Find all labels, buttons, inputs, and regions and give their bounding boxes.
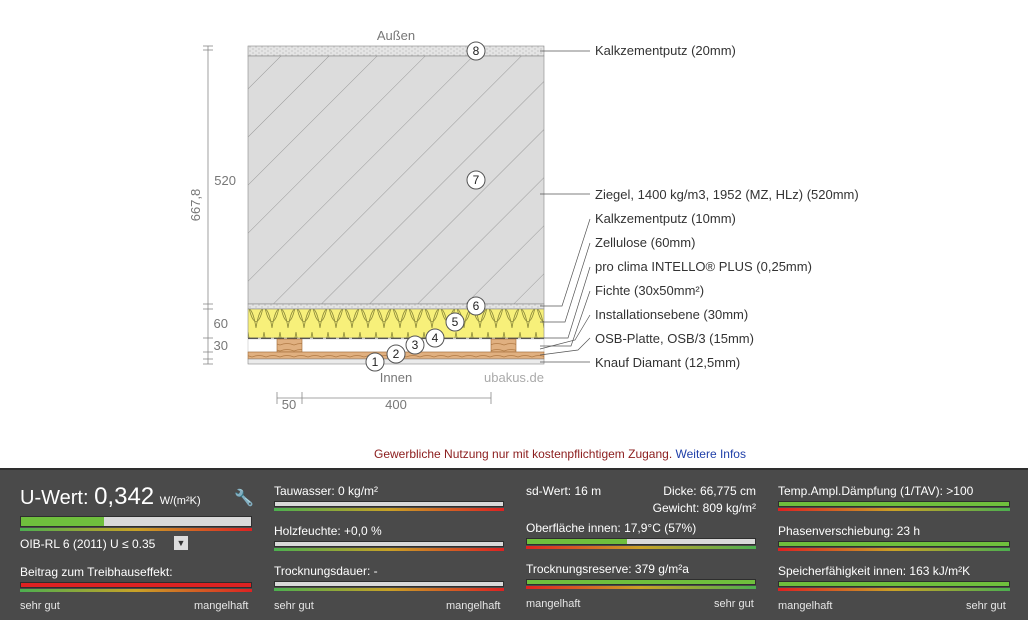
watermark: ubakus.de bbox=[484, 370, 544, 385]
scale-right-label: sehr gut bbox=[966, 600, 1006, 612]
uwert-bar bbox=[20, 516, 252, 527]
wrench-icon[interactable]: 🔧 bbox=[234, 490, 254, 507]
marker-2: 2 bbox=[393, 347, 400, 361]
vertical-dimension-lines bbox=[203, 45, 213, 365]
marker-1: 1 bbox=[372, 355, 379, 369]
wall-section-svg: 8 7 6 5 4 3 2 1 Außen Innen ubakus.de 52… bbox=[188, 28, 859, 412]
scale-right-label: mangelhaft bbox=[194, 600, 249, 612]
leader-lines bbox=[539, 50, 591, 363]
marker-3: 3 bbox=[412, 338, 419, 352]
speicher-bar bbox=[778, 581, 1010, 587]
trocknungsreserve-scale bbox=[526, 586, 756, 589]
dim-total: 667,8 bbox=[188, 189, 203, 222]
layer-number-markers bbox=[365, 41, 486, 372]
scale-left-label: sehr gut bbox=[20, 600, 60, 612]
commercial-use-notice: Gewerbliche Nutzung nur mit kostenpflich… bbox=[0, 447, 1028, 461]
thermal-column: Temp.Ampl.Dämpfung (1/TAV): >100 Phasenv… bbox=[776, 470, 1012, 620]
inside-label: Innen bbox=[380, 370, 413, 385]
trocknungsdauer: Trocknungsdauer: - bbox=[274, 564, 378, 578]
dim-60: 60 bbox=[214, 316, 228, 331]
uwert-bar-fill bbox=[21, 517, 104, 526]
wall-diagram: 8 7 6 5 4 3 2 1 Außen Innen ubakus.de 52… bbox=[188, 28, 859, 412]
marker-7: 7 bbox=[473, 173, 480, 187]
layer-7-brick bbox=[247, 55, 545, 305]
layer-label-8: Kalkzementputz (20mm) bbox=[595, 43, 736, 58]
marker-4: 4 bbox=[432, 331, 439, 345]
gewicht: Gewicht: 809 kg/m² bbox=[652, 501, 756, 515]
speicher-scale bbox=[778, 588, 1010, 591]
layer-label-plaster: Kalkzementputz (10mm) bbox=[595, 211, 736, 226]
trocknungsreserve-bar bbox=[526, 579, 756, 585]
treibhaus-label: Beitrag zum Treibhauseffekt: bbox=[20, 565, 173, 579]
dim-520: 520 bbox=[214, 173, 236, 188]
horizontal-dimension-lines bbox=[276, 392, 492, 404]
trocknungsdauer-scale bbox=[274, 588, 504, 591]
results-panel: U-Wert: 0,342 W/(m²K) 🔧 OIB-RL 6 (2011) … bbox=[0, 468, 1028, 620]
oberflaeche-bar bbox=[526, 538, 756, 545]
notice-text: Gewerbliche Nutzung nur mit kostenpflich… bbox=[374, 447, 673, 461]
scale-left-label: sehr gut bbox=[274, 600, 314, 612]
layer-label-2: OSB-Platte, OSB/3 (15mm) bbox=[595, 331, 754, 346]
speicherfaehigkeit: Speicherfähigkeit innen: 163 kJ/m²K bbox=[778, 564, 971, 578]
marker-8: 8 bbox=[473, 44, 480, 58]
tauwasser-bar bbox=[274, 501, 504, 507]
dim-50: 50 bbox=[282, 397, 296, 412]
holzfeuchte-bar bbox=[274, 541, 504, 547]
holzfeuchte-scale bbox=[274, 548, 504, 551]
scale-left-label: mangelhaft bbox=[526, 598, 581, 610]
uwert-display: U-Wert: 0,342 W/(m²K) bbox=[20, 483, 201, 511]
layer-4-batten bbox=[276, 338, 303, 353]
layer-label-4: Fichte (30x50mm²) bbox=[595, 283, 704, 298]
dropdown-arrow-icon[interactable]: ▼ bbox=[174, 536, 188, 550]
layer-label-1: Knauf Diamant (12,5mm) bbox=[595, 355, 740, 370]
oberflaeche-scale bbox=[526, 546, 756, 549]
dim-400: 400 bbox=[385, 397, 407, 412]
uwert-unit: W/(m²K) bbox=[159, 495, 201, 507]
oib-standard: OIB-RL 6 (2011) U ≤ 0.35 bbox=[20, 537, 156, 551]
treibhaus-bar bbox=[20, 582, 252, 588]
layer-label-3: Installationsebene (30mm) bbox=[595, 307, 748, 322]
trocknungsdauer-bar bbox=[274, 581, 504, 587]
layer-label-5: pro clima INTELLO® PLUS (0,25mm) bbox=[595, 259, 812, 274]
daempfung-scale bbox=[778, 508, 1010, 511]
layer-6-cellulose bbox=[247, 308, 545, 339]
scale-right-label: sehr gut bbox=[714, 598, 754, 610]
phasen-scale bbox=[778, 548, 1010, 551]
amplitudendaempfung: Temp.Ampl.Dämpfung (1/TAV): >100 bbox=[778, 484, 974, 498]
layer-label-7: Ziegel, 1400 kg/m3, 1952 (MZ, HLz) (520m… bbox=[595, 187, 859, 202]
tauwasser-scale bbox=[274, 508, 504, 511]
tauwasser: Tauwasser: 0 kg/m² bbox=[274, 484, 379, 498]
treibhaus-scale bbox=[20, 589, 252, 592]
holzfeuchte: Holzfeuchte: +0,0 % bbox=[274, 524, 382, 538]
marker-5: 5 bbox=[452, 315, 459, 329]
scale-left-label: mangelhaft bbox=[778, 600, 833, 612]
marker-6: 6 bbox=[473, 299, 480, 313]
uwert-label: U-Wert: bbox=[20, 487, 89, 509]
sd-wert: sd-Wert: 16 m bbox=[526, 484, 602, 498]
uwert-column: U-Wert: 0,342 W/(m²K) 🔧 OIB-RL 6 (2011) … bbox=[0, 470, 254, 620]
daempfung-bar bbox=[778, 501, 1010, 507]
oberflaeche-bar-fill bbox=[527, 539, 628, 544]
phasen-bar bbox=[778, 541, 1010, 547]
dicke: Dicke: 66,775 cm bbox=[663, 484, 756, 498]
outside-label: Außen bbox=[377, 28, 415, 43]
scale-right-label: mangelhaft bbox=[446, 600, 501, 612]
uwert-scale bbox=[20, 528, 252, 531]
more-info-link[interactable]: Weitere Infos bbox=[675, 447, 746, 461]
dim-30: 30 bbox=[214, 338, 228, 353]
moisture-column: Tauwasser: 0 kg/m² Holzfeuchte: +0,0 % T… bbox=[272, 470, 504, 620]
layer-label-6: Zellulose (60mm) bbox=[595, 235, 695, 250]
trocknungsreserve: Trocknungsreserve: 379 g/m²a bbox=[526, 562, 689, 576]
uwert-value: 0,342 bbox=[94, 483, 155, 510]
layer-8-plaster bbox=[247, 45, 545, 57]
layer-4-batten bbox=[490, 338, 517, 353]
oberflaeche-innen: Oberfläche innen: 17,9°C (57%) bbox=[526, 521, 697, 535]
phasenverschiebung: Phasenverschiebung: 23 h bbox=[778, 524, 921, 538]
layer-plaster-10 bbox=[247, 303, 545, 310]
surface-column: sd-Wert: 16 m Dicke: 66,775 cm Gewicht: … bbox=[524, 470, 756, 620]
